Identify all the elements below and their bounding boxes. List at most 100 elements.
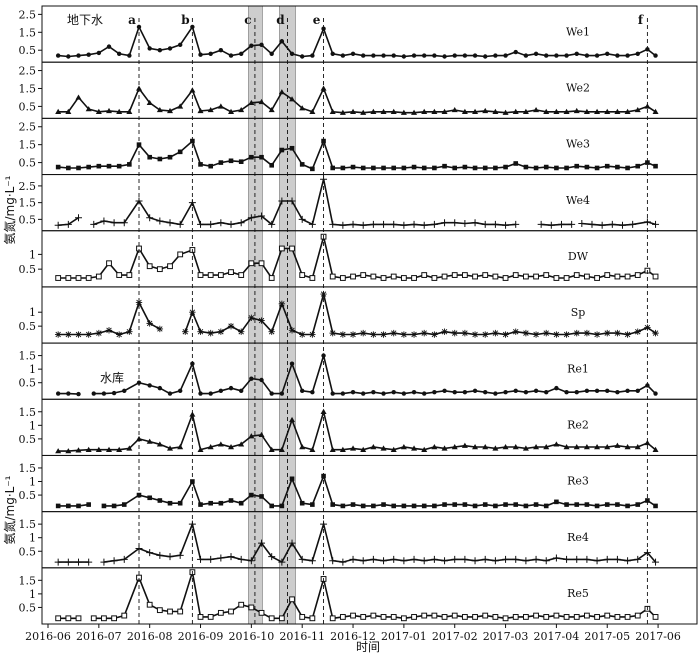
y-tick-label: 2.5 bbox=[19, 8, 37, 21]
x-tick-label: 2016-07 bbox=[76, 630, 122, 643]
data-point bbox=[544, 53, 549, 58]
data-point bbox=[471, 331, 479, 338]
data-point bbox=[543, 444, 550, 450]
y-axis-title-groundwater: 氨氮/mg·L⁻¹ bbox=[2, 175, 17, 244]
data-point bbox=[309, 108, 316, 114]
data-point bbox=[513, 49, 518, 55]
data-point bbox=[177, 103, 184, 109]
data-point bbox=[624, 614, 631, 620]
data-point bbox=[400, 615, 407, 622]
data-point bbox=[653, 53, 658, 58]
x-tick-label: 2016-08 bbox=[127, 630, 173, 643]
data-point bbox=[116, 446, 123, 452]
data-point bbox=[370, 612, 377, 619]
data-point bbox=[380, 331, 387, 338]
data-point bbox=[237, 328, 245, 335]
data-point bbox=[55, 53, 61, 58]
data-point bbox=[634, 612, 641, 619]
data-point bbox=[451, 444, 458, 450]
data-point bbox=[574, 51, 579, 57]
data-point bbox=[189, 411, 196, 417]
y-tick-label: 1 bbox=[29, 248, 36, 261]
data-point bbox=[523, 390, 529, 395]
data-point bbox=[523, 503, 529, 509]
data-point bbox=[522, 273, 529, 280]
data-point bbox=[452, 390, 457, 395]
data-point bbox=[513, 161, 519, 166]
data-point bbox=[533, 502, 539, 507]
data-point bbox=[207, 444, 214, 450]
data-point bbox=[604, 163, 610, 169]
data-point bbox=[238, 388, 244, 394]
data-point bbox=[608, 220, 616, 228]
data-point bbox=[462, 390, 468, 395]
data-point bbox=[146, 601, 153, 608]
data-point bbox=[360, 329, 367, 337]
data-point bbox=[471, 219, 479, 227]
data-point bbox=[217, 103, 224, 109]
data-point bbox=[574, 163, 580, 169]
data-point bbox=[157, 156, 163, 162]
data-point bbox=[289, 245, 295, 252]
data-point bbox=[563, 614, 570, 620]
data-point bbox=[533, 273, 539, 280]
data-point bbox=[472, 388, 478, 394]
data-point bbox=[493, 503, 498, 509]
data-point bbox=[554, 165, 559, 171]
data-point bbox=[54, 558, 62, 566]
data-point bbox=[451, 272, 458, 278]
data-point bbox=[492, 614, 499, 620]
data-point bbox=[615, 53, 620, 58]
data-point bbox=[431, 444, 438, 450]
data-point bbox=[652, 220, 660, 228]
data-point bbox=[493, 391, 498, 396]
x-tick-label: 2017-05 bbox=[584, 630, 630, 643]
data-point bbox=[432, 390, 437, 395]
data-point bbox=[289, 416, 296, 423]
data-point bbox=[217, 219, 225, 227]
data-point bbox=[461, 442, 468, 448]
data-point bbox=[288, 327, 296, 334]
data-point bbox=[653, 391, 658, 396]
data-point bbox=[588, 220, 596, 228]
data-point bbox=[635, 388, 640, 394]
data-point bbox=[645, 498, 650, 503]
data-point bbox=[75, 275, 82, 281]
data-point bbox=[369, 555, 377, 563]
data-point bbox=[55, 448, 62, 454]
data-point bbox=[390, 446, 397, 452]
panel-sp: 0.51 Sp bbox=[19, 286, 698, 344]
data-point bbox=[583, 329, 591, 337]
series-line-we4 bbox=[541, 223, 572, 227]
data-point bbox=[340, 165, 346, 171]
data-point bbox=[483, 54, 488, 59]
data-point bbox=[121, 502, 127, 507]
data-point bbox=[583, 444, 590, 450]
data-point bbox=[543, 503, 549, 509]
data-point bbox=[66, 165, 71, 171]
data-point bbox=[629, 220, 637, 228]
data-point bbox=[482, 107, 489, 114]
data-point bbox=[350, 612, 356, 619]
data-point bbox=[339, 275, 346, 281]
data-point bbox=[238, 601, 245, 608]
data-point bbox=[208, 500, 213, 506]
data-point bbox=[411, 614, 417, 620]
data-point bbox=[157, 48, 163, 53]
data-point bbox=[451, 329, 458, 337]
data-point bbox=[493, 165, 498, 171]
data-point bbox=[65, 108, 72, 114]
data-point bbox=[461, 555, 469, 563]
panel-re3: 0.511.5 Re3 bbox=[19, 454, 698, 513]
panel-label-re5: Re5 bbox=[567, 587, 589, 600]
data-point bbox=[584, 612, 590, 619]
data-point bbox=[390, 108, 397, 114]
data-point bbox=[95, 446, 102, 452]
data-point bbox=[116, 272, 123, 278]
data-point bbox=[299, 162, 305, 167]
data-point bbox=[156, 325, 164, 333]
data-point bbox=[167, 445, 174, 451]
data-point bbox=[156, 607, 163, 614]
data-point bbox=[542, 557, 550, 565]
data-point bbox=[207, 106, 214, 113]
